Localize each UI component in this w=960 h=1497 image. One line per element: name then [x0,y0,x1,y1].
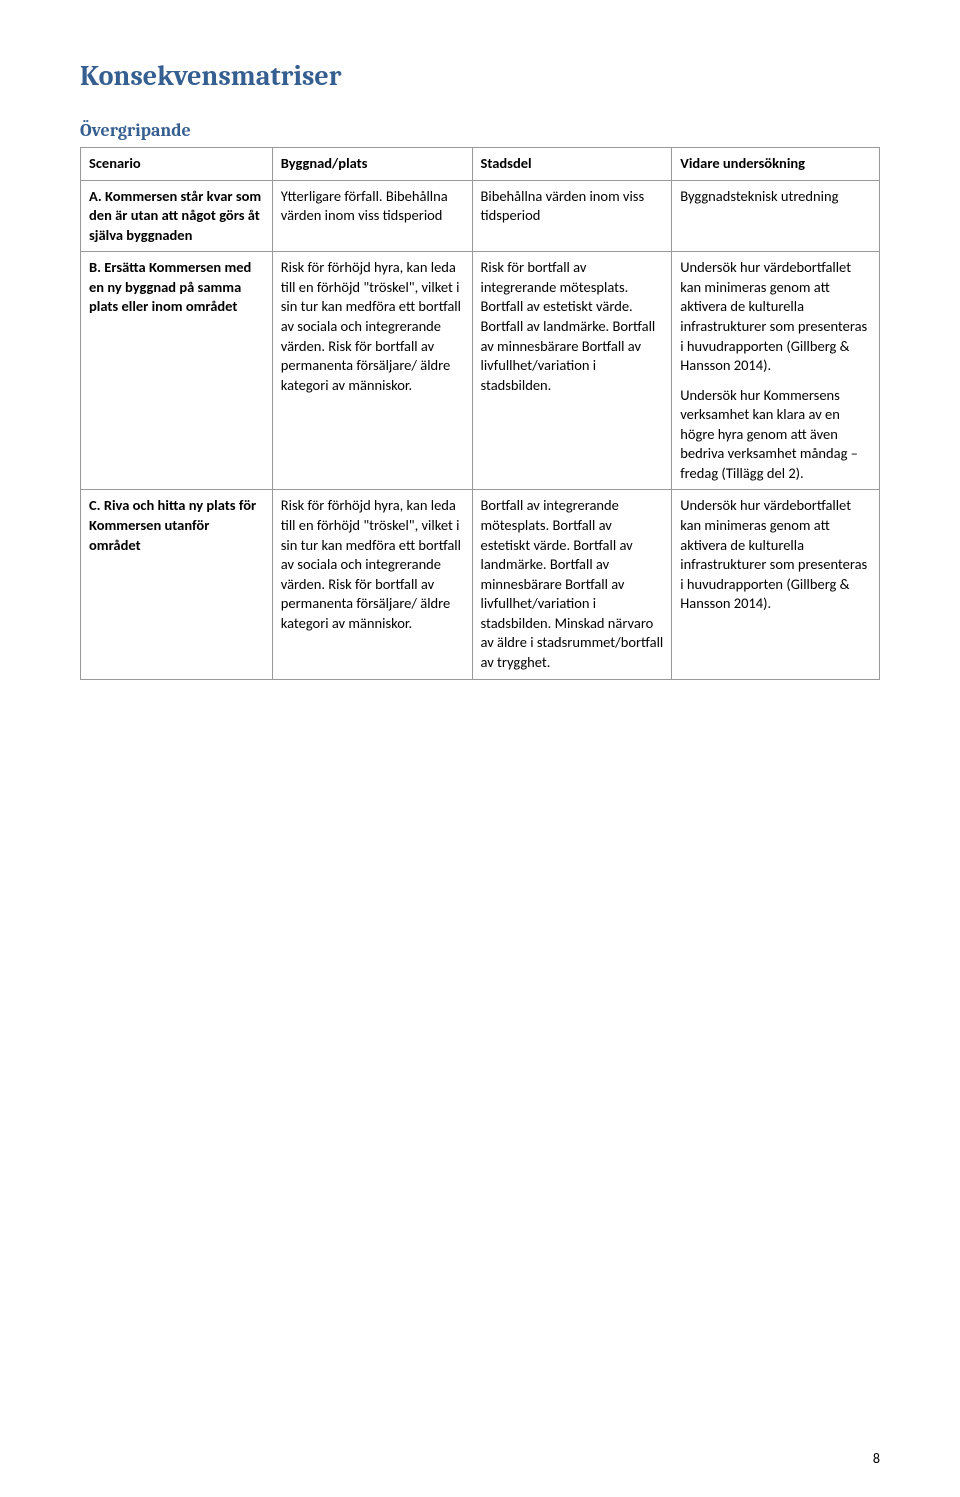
section-title: Övergripande [80,120,880,141]
cell-vidare-c: Undersök hur värdebortfallet kan minimer… [672,490,880,679]
col-header-byggnad: Byggnad/plats [272,148,472,181]
cell-scenario-a: A. Kommersen står kvar som den är utan a… [81,180,273,252]
cell-scenario-c: C. Riva och hitta ny plats för Kommersen… [81,490,273,679]
cell-stadsdel-c: Bortfall av integrerande mötesplats. Bor… [472,490,672,679]
table-header-row: Scenario Byggnad/plats Stadsdel Vidare u… [81,148,880,181]
cell-vidare-b-p2: Undersök hur Kommersens verksamhet kan k… [680,386,871,484]
cell-stadsdel-a: Bibehållna värden inom viss tidsperiod [472,180,672,252]
cell-byggnad-b: Risk för förhöjd hyra, kan leda till en … [272,252,472,490]
cell-vidare-b-p1: Undersök hur värdebortfallet kan minimer… [680,258,871,375]
page-number: 8 [873,1450,880,1467]
cell-stadsdel-b: Risk för bortfall av integrerande mötesp… [472,252,672,490]
cell-scenario-b: B. Ersätta Kommersen med en ny byggnad p… [81,252,273,490]
col-header-stadsdel: Stadsdel [472,148,672,181]
table-row: B. Ersätta Kommersen med en ny byggnad p… [81,252,880,490]
table-row: A. Kommersen står kvar som den är utan a… [81,180,880,252]
page-title: Konsekvensmatriser [80,60,880,92]
table-row: C. Riva och hitta ny plats för Kommersen… [81,490,880,679]
col-header-scenario: Scenario [81,148,273,181]
cell-byggnad-a: Ytterligare förfall. Bibehållna värden i… [272,180,472,252]
consequence-matrix-table: Scenario Byggnad/plats Stadsdel Vidare u… [80,147,880,680]
col-header-vidare: Vidare undersökning [672,148,880,181]
cell-byggnad-c: Risk för förhöjd hyra, kan leda till en … [272,490,472,679]
cell-vidare-b: Undersök hur värdebortfallet kan minimer… [672,252,880,490]
cell-vidare-a: Byggnadsteknisk utredning [672,180,880,252]
